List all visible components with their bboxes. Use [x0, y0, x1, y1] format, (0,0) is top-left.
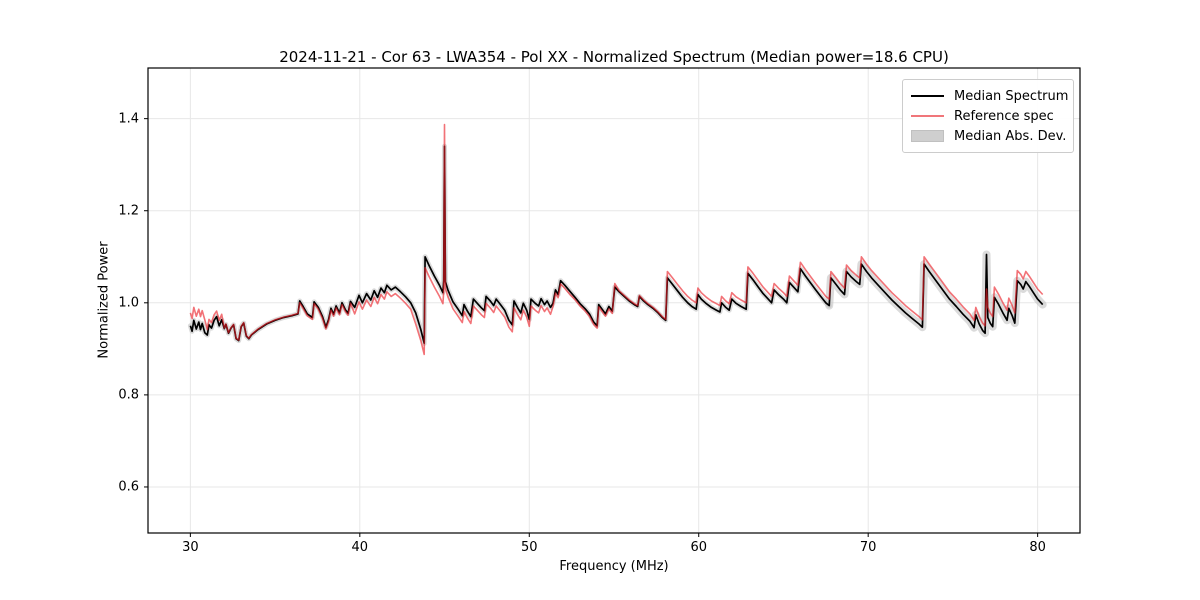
x-tick-label: 40	[351, 540, 369, 555]
plot-border	[147, 67, 1081, 534]
y-tick-label: 0.8	[118, 387, 139, 403]
legend-label: Median Abs. Dev.	[954, 128, 1067, 144]
x-tick-label: 80	[1029, 540, 1046, 555]
median-spectrum-line-swatch	[911, 95, 944, 97]
x-tick-label: 60	[690, 540, 707, 555]
legend-item-reference-spec: Reference spec	[911, 106, 1065, 126]
legend-item-median-abs-dev: Median Abs. Dev.	[911, 126, 1067, 146]
median-abs-dev-band	[187, 143, 832, 346]
y-tick-label: 1.2	[118, 203, 139, 219]
x-axis-label: Frequency (MHz)	[559, 559, 669, 574]
reference-spec-line-swatch	[911, 115, 944, 117]
y-tick-label: 0.6	[118, 479, 139, 495]
median-abs-dev-patch-swatch	[911, 130, 944, 142]
legend-item-median-spectrum: Median Spectrum	[911, 86, 1069, 106]
x-tick-label: 50	[520, 540, 538, 555]
y-tick-label: 1.0	[118, 295, 139, 311]
legend: Median Spectrum Reference spec Median Ab…	[902, 79, 1074, 153]
y-tick-label: 1.4	[118, 111, 139, 127]
reference-spec-line	[189, 123, 1044, 356]
legend-label: Reference spec	[954, 108, 1054, 124]
y-axis-label: Normalized Power	[96, 241, 112, 359]
x-tick-label: 70	[859, 540, 877, 555]
median-spectrum-line	[189, 145, 1044, 345]
x-tick-label: 30	[182, 540, 199, 555]
legend-label: Median Spectrum	[954, 88, 1069, 104]
chart-title: 2024-11-21 - Cor 63 - LWA354 - Pol XX - …	[279, 48, 949, 66]
